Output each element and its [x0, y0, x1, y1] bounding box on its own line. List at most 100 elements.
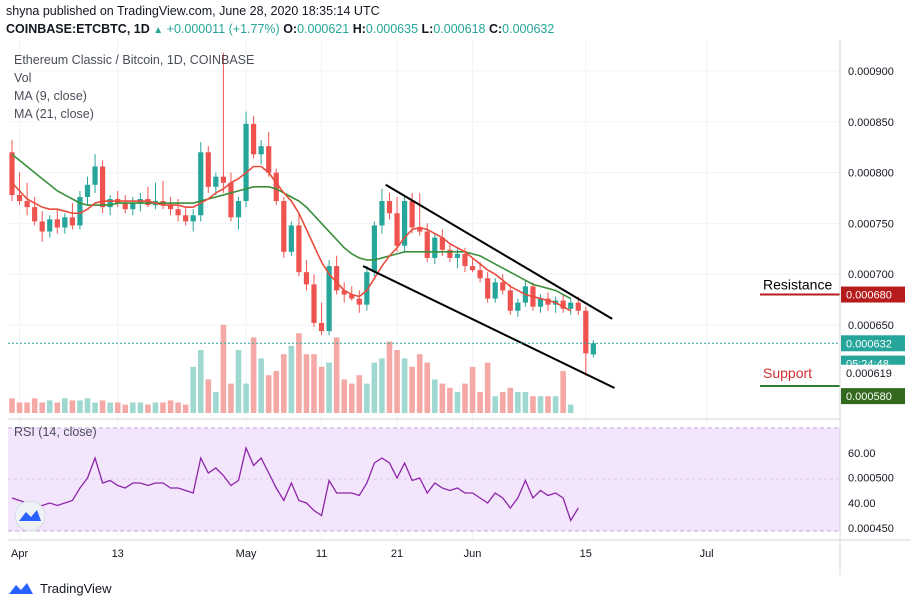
- volume-bar: [484, 362, 491, 413]
- volume-bar: [552, 396, 559, 413]
- time-tick-label: 21: [391, 548, 403, 560]
- candle-body: [258, 146, 264, 155]
- candle-body: [235, 201, 242, 218]
- candle-body: [462, 253, 468, 267]
- volume-bar: [167, 400, 174, 413]
- candle-body: [341, 290, 347, 295]
- volume-bar: [145, 404, 151, 413]
- ma9-line: [11, 165, 572, 312]
- candle-body: [583, 310, 589, 354]
- volume-bar: [175, 402, 181, 413]
- volume-bar: [213, 392, 219, 413]
- volume-bar: [182, 404, 189, 413]
- volume-bar: [84, 398, 91, 413]
- time-tick-label: 11: [316, 548, 327, 560]
- close-value: 0.000632: [502, 22, 555, 36]
- candle-body: [379, 201, 385, 226]
- volume-bar: [326, 362, 332, 413]
- price-badge-label: 0.000619: [846, 368, 892, 380]
- time-tick-label: 13: [112, 548, 124, 560]
- candle-body: [39, 221, 45, 232]
- time-tick-label: 15: [580, 548, 592, 560]
- candle-body: [145, 199, 151, 206]
- volume-bar: [499, 392, 506, 413]
- price-axis: 0.000900 0.000850 0.000800 0.000750 0.000700…: [848, 66, 894, 535]
- price-badge-bg: [841, 286, 905, 303]
- volume-bar: [92, 402, 98, 413]
- rsi-tick-label: 40.00: [848, 498, 876, 510]
- candle-body: [281, 201, 287, 252]
- candle-body: [447, 249, 453, 258]
- candle-body: [492, 282, 498, 299]
- candle-body: [537, 298, 544, 307]
- volume-bar: [99, 400, 106, 413]
- volume-bar: [9, 398, 15, 413]
- channel-lower-line: [362, 265, 615, 389]
- symbol-label: COINBASE:ETCBTC, 1D: [6, 22, 150, 36]
- candle-body: [62, 217, 68, 228]
- price-tick-label: 0.000800: [848, 168, 894, 180]
- volume-bar: [243, 383, 249, 413]
- candle-body: [364, 272, 370, 305]
- candle-body: [507, 290, 513, 311]
- time-tick-label: Jun: [464, 548, 482, 560]
- volume-bar: [137, 402, 144, 413]
- volume-bar: [265, 375, 272, 413]
- candle-body: [92, 166, 98, 185]
- candle-body: [122, 203, 128, 210]
- candle-body: [454, 253, 461, 258]
- candle-body: [220, 176, 226, 183]
- volume-bar: [69, 400, 76, 413]
- price-tick-label: 0.000850: [848, 117, 894, 129]
- candle-body: [198, 152, 204, 216]
- volume-bar: [371, 362, 378, 413]
- candle-body: [183, 215, 189, 222]
- volume-bar: [545, 396, 551, 413]
- price-tick-label: 0.000700: [848, 269, 894, 281]
- rsi-tick-label: 60.00: [848, 448, 876, 460]
- change-value: +0.000011 (+1.77%): [166, 22, 280, 36]
- time-tick-label: Apr: [11, 548, 28, 560]
- tradingview-logo-icon: [9, 583, 33, 594]
- volume-bar: [130, 402, 136, 413]
- candle-body: [84, 184, 91, 197]
- volume-bar: [197, 350, 204, 413]
- volume-bar: [220, 324, 227, 413]
- candle-body: [334, 266, 340, 291]
- price-tick-label: 0.000650: [848, 320, 894, 332]
- legend-ma21: MA (21, close): [14, 107, 94, 121]
- volume-bar: [54, 402, 61, 413]
- candle-body: [500, 282, 506, 291]
- price-chart[interactable]: Resistance Support 0.0009000.0008500.000…: [0, 40, 911, 575]
- candle-body: [356, 298, 362, 305]
- candle-body: [130, 203, 136, 210]
- low-value: 0.000618: [433, 22, 486, 36]
- candle-body: [432, 237, 438, 258]
- candle-body: [228, 182, 234, 218]
- candle-body: [469, 266, 476, 271]
- candle-body: [100, 166, 106, 208]
- volume-bar: [303, 354, 310, 413]
- price-tick-label: 0.000450: [848, 523, 894, 535]
- volume-bar: [160, 402, 166, 413]
- candle-body: [296, 225, 302, 273]
- volume-bar: [394, 350, 400, 413]
- volume-bar: [152, 402, 159, 413]
- up-triangle-icon: ▲: [153, 25, 164, 36]
- ma21-line: [11, 153, 572, 300]
- candle-body: [318, 322, 325, 332]
- candle-body: [303, 272, 310, 285]
- volume-bar: [386, 341, 393, 413]
- channel-upper-line: [385, 183, 613, 320]
- volume-bar: [401, 358, 408, 413]
- volume-bar: [228, 383, 234, 413]
- volume-bar: [16, 402, 23, 413]
- volume-bar: [333, 337, 340, 413]
- candle-body: [386, 201, 393, 214]
- open-label: O:: [283, 22, 298, 36]
- legend-title: Ethereum Classic / Bitcoin, 1D, COINBASE: [14, 53, 254, 67]
- volume-bar: [24, 402, 30, 413]
- volume-bar: [477, 392, 483, 413]
- footer-brand: TradingView: [40, 580, 112, 596]
- candle-body: [47, 219, 53, 232]
